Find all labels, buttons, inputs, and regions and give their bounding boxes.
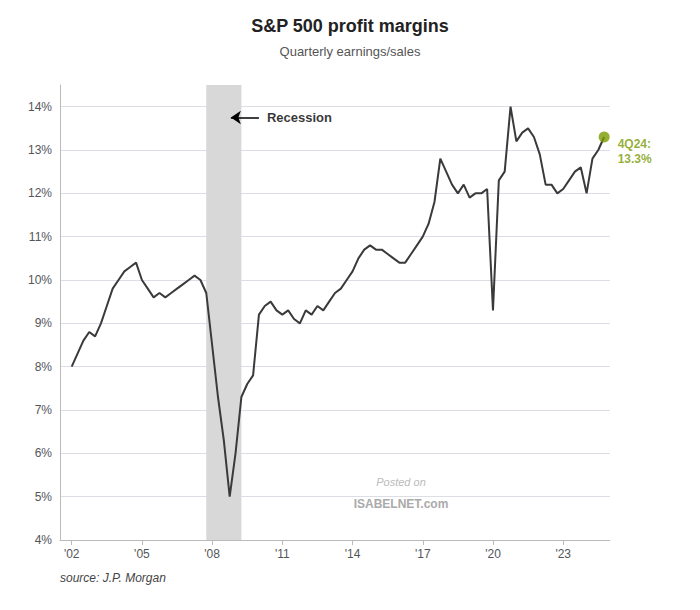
svg-text:'08: '08 <box>204 547 220 561</box>
svg-text:5%: 5% <box>35 490 53 504</box>
svg-text:7%: 7% <box>35 403 53 417</box>
svg-text:'14: '14 <box>345 547 361 561</box>
svg-text:Posted on: Posted on <box>376 476 426 488</box>
svg-text:6%: 6% <box>35 446 53 460</box>
svg-text:'20: '20 <box>485 547 501 561</box>
svg-text:4%: 4% <box>35 533 53 547</box>
svg-text:Quarterly earnings/sales: Quarterly earnings/sales <box>280 44 421 59</box>
svg-text:'11: '11 <box>275 547 290 561</box>
svg-text:10%: 10% <box>28 273 52 287</box>
svg-text:13%: 13% <box>28 143 52 157</box>
svg-text:'02: '02 <box>64 547 80 561</box>
svg-text:12%: 12% <box>28 186 52 200</box>
svg-text:'17: '17 <box>415 547 431 561</box>
svg-text:Recession: Recession <box>267 110 332 125</box>
svg-text:'23: '23 <box>555 547 571 561</box>
svg-text:9%: 9% <box>35 316 53 330</box>
svg-text:4Q24:: 4Q24: <box>618 137 651 151</box>
svg-text:'05: '05 <box>134 547 150 561</box>
svg-text:source: J.P. Morgan: source: J.P. Morgan <box>60 571 166 585</box>
svg-text:14%: 14% <box>28 100 52 114</box>
svg-text:ISABELNET.com: ISABELNET.com <box>354 497 449 511</box>
svg-text:S&P 500 profit margins: S&P 500 profit margins <box>251 16 449 36</box>
svg-text:11%: 11% <box>29 230 52 244</box>
svg-text:13.3%: 13.3% <box>618 152 652 166</box>
svg-text:8%: 8% <box>35 360 53 374</box>
